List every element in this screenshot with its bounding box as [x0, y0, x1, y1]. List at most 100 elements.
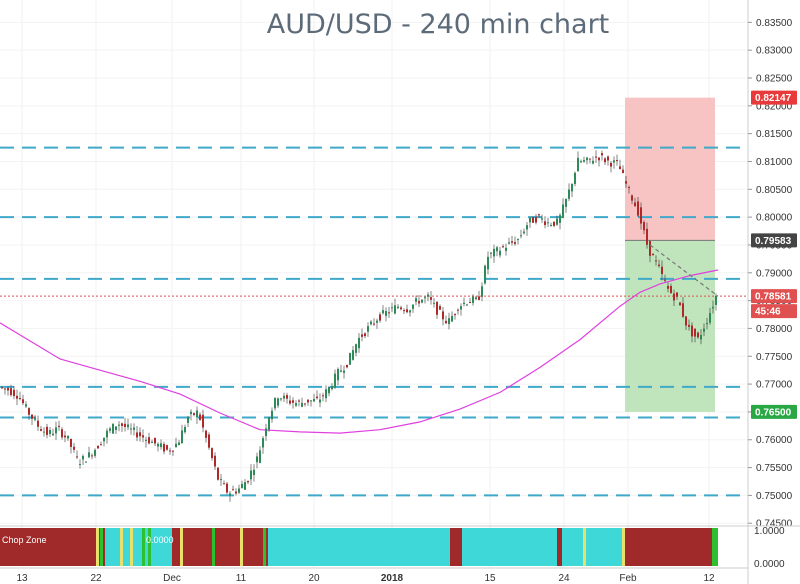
candle-body — [712, 306, 714, 309]
indicator-label: Chop Zone — [2, 535, 47, 545]
candle-body — [121, 423, 123, 426]
candlesticks — [1, 150, 717, 502]
candle-body — [322, 395, 324, 397]
date-axis[interactable]: 13 22 Dec 11 20 2018 15 24 Feb 12 — [16, 573, 715, 584]
candle-body — [289, 400, 291, 404]
candle-body — [502, 246, 504, 248]
candle-body — [184, 426, 186, 433]
stop-loss-zone[interactable] — [625, 97, 715, 241]
candle-body — [370, 321, 372, 325]
candle-body — [52, 433, 54, 436]
countdown-badge: 45:46 — [755, 307, 781, 318]
candle-body — [319, 399, 321, 403]
chop-flash-11 — [622, 528, 625, 566]
chop-segment-2 — [172, 528, 180, 566]
candle-body — [454, 314, 456, 316]
candle-body — [475, 297, 477, 300]
y-tick-label-3: 0.82000 — [756, 101, 793, 112]
candle-body — [595, 156, 597, 158]
candle-body — [508, 242, 510, 244]
candle-body — [208, 434, 210, 448]
candle-body — [355, 344, 357, 353]
candle-body — [310, 400, 312, 402]
chop-flash-2 — [120, 528, 123, 566]
candle-body — [160, 443, 162, 448]
candle-body — [223, 483, 225, 485]
candle-body — [340, 370, 342, 372]
candle-body — [163, 444, 165, 452]
y-tick-label-16: 0.75500 — [756, 463, 793, 474]
candle-body — [616, 160, 618, 162]
candle-body — [100, 444, 102, 446]
candle-body — [658, 264, 660, 267]
chop-segment-4 — [268, 528, 450, 566]
candle-body — [142, 435, 144, 438]
stop-loss-badge: 0.82147 — [755, 93, 792, 104]
candle-body — [394, 305, 396, 314]
candle-body — [247, 480, 249, 483]
chop-flash-9 — [263, 528, 266, 566]
candle-body — [601, 153, 603, 156]
candle-body — [22, 399, 24, 404]
candle-body — [169, 450, 171, 452]
chop-flash-5 — [148, 528, 151, 566]
candle-body — [337, 368, 339, 381]
indicator-value: 0.0000 — [146, 535, 174, 545]
candle-body — [214, 455, 216, 467]
x-tick-label-5: 2018 — [381, 573, 404, 584]
candle-body — [385, 311, 387, 316]
candle-body — [514, 242, 516, 244]
candle-body — [325, 389, 327, 399]
candle-body — [85, 461, 87, 463]
candle-body — [151, 441, 153, 443]
candle-body — [316, 396, 318, 399]
candle-body — [277, 398, 279, 406]
candle-body — [133, 427, 135, 430]
candle-body — [328, 386, 330, 394]
candle-body — [481, 286, 483, 297]
candle-body — [664, 279, 666, 281]
candle-body — [313, 398, 315, 402]
candle-body — [640, 207, 642, 224]
take-profit-zone[interactable] — [625, 240, 715, 412]
candle-body — [220, 479, 222, 481]
candle-body — [157, 443, 159, 447]
candle-body — [115, 426, 117, 431]
candle-body — [250, 470, 252, 480]
candle-body — [643, 222, 645, 231]
horizontal-levels[interactable] — [0, 146, 748, 497]
y-tick-label-7: 0.80000 — [756, 213, 793, 224]
chop-flash-0 — [96, 528, 99, 566]
trend-line — [649, 244, 719, 297]
candle-body — [556, 218, 558, 225]
candle-body — [499, 250, 501, 256]
y-tick-label-11: 0.78000 — [756, 324, 793, 335]
candle-body — [304, 403, 306, 405]
candle-body — [400, 307, 402, 310]
chop-segment-7 — [557, 528, 562, 566]
candle-body — [634, 202, 636, 207]
candle-body — [97, 446, 99, 449]
candle-body — [226, 483, 228, 493]
candle-body — [448, 318, 450, 325]
x-tick-label-1: 22 — [90, 573, 102, 584]
x-tick-label-3: 11 — [236, 573, 247, 584]
candle-body — [592, 160, 594, 164]
candle-body — [667, 285, 669, 289]
candle-body — [598, 157, 600, 161]
candle-body — [82, 455, 84, 460]
entry-badge-bg — [751, 233, 797, 248]
candle-body — [535, 217, 537, 223]
candle-body — [118, 424, 120, 426]
candle-body — [274, 397, 276, 409]
moving-average-line — [0, 269, 719, 434]
candle-body — [511, 241, 513, 243]
candle-body — [187, 417, 189, 423]
candle-body — [364, 333, 366, 337]
trade-zones[interactable] — [625, 97, 715, 412]
candle-body — [307, 399, 309, 403]
candle-body — [154, 437, 156, 444]
candle-body — [655, 260, 657, 262]
candle-body — [199, 414, 201, 420]
